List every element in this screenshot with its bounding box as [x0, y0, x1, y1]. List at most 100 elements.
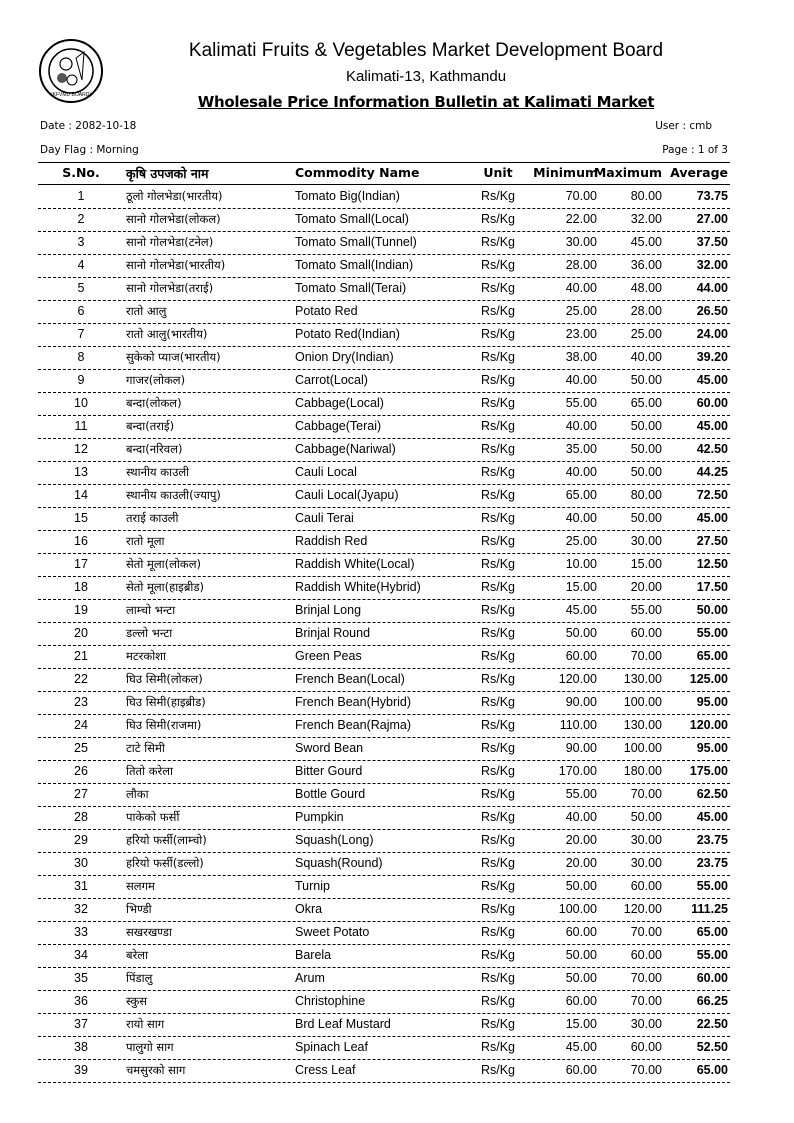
average-price: 44.25 [696, 465, 728, 479]
commodity-name: Potato Red [295, 304, 358, 318]
maximum-price: 120.00 [623, 902, 662, 916]
nepali-name: सानो गोलभेडा(भारतीय) [126, 258, 226, 272]
report-date: Date : 2082-10-18 [40, 120, 137, 132]
unit: Rs/Kg [480, 971, 516, 985]
average-price: 32.00 [696, 258, 728, 272]
table-row: 14 स्थानीय काउली(ज्यापु) Cauli Local(Jyapu… [38, 484, 730, 508]
table-row: 25 टाटे सिमी Sword Bean Rs/Kg 90.00 100.00 95.… [38, 737, 730, 761]
minimum-price: 60.00 [565, 925, 597, 939]
average-price: 120.00 [689, 718, 728, 732]
minimum-price: 110.00 [559, 718, 597, 732]
unit: Rs/Kg [480, 764, 516, 778]
table-row: 17 सेतो मूला(लोकल) Raddish White(Local) Rs/… [38, 553, 730, 577]
minimum-price: 100.00 [558, 902, 597, 916]
nepali-name: बन्दा(तराई) [126, 419, 175, 433]
average-price: 65.00 [696, 925, 728, 939]
unit: Rs/Kg [480, 1063, 516, 1077]
nepali-name: टाटे सिमी [126, 741, 165, 755]
nepali-name: पिंडालु [126, 971, 153, 985]
average-price: 60.00 [696, 971, 728, 985]
minimum-price: 40.00 [565, 810, 597, 824]
maximum-price: 48.00 [630, 281, 662, 295]
minimum-price: 10.00 [565, 557, 597, 571]
average-price: 27.50 [696, 534, 728, 548]
nepali-name: रातो मूला [126, 534, 165, 548]
average-price: 66.25 [696, 994, 728, 1008]
table-row: 9 गाजर(लोकल) Carrot(Local) Rs/Kg 40.00 50.00 4… [38, 369, 730, 393]
maximum-price: 20.00 [630, 580, 662, 594]
maximum-price: 100.00 [623, 741, 662, 755]
average-price: 22.50 [696, 1017, 728, 1031]
table-row: 30 हरियो फर्सी(डल्लो) Squash(Round) Rs/Kg 20… [38, 852, 730, 876]
serial-number: 15 [74, 511, 88, 525]
unit: Rs/Kg [480, 419, 516, 433]
serial-number: 6 [77, 304, 85, 318]
maximum-price: 70.00 [630, 971, 662, 985]
maximum-price: 100.00 [623, 695, 662, 709]
unit: Rs/Kg [480, 948, 516, 962]
average-price: 65.00 [696, 649, 728, 663]
commodity-name: Cauli Local [295, 465, 357, 479]
serial-number: 33 [74, 925, 88, 939]
nepali-name: तितो करेला [126, 764, 174, 778]
nepali-name: हरियो फर्सी(डल्लो) [126, 856, 204, 870]
maximum-price: 50.00 [630, 810, 662, 824]
commodity-name: Bitter Gourd [295, 764, 363, 778]
page-number: Page : 1 of 3 [662, 144, 728, 156]
nepali-name: रातो आलु(भारतीय) [126, 327, 208, 341]
unit: Rs/Kg [480, 925, 516, 939]
minimum-price: 120.00 [558, 672, 597, 686]
minimum-price: 35.00 [565, 442, 597, 456]
table-row: 8 सुकेको प्याज(भारतीय) Onion Dry(Indian) Rs… [38, 346, 730, 370]
table-row: 11 बन्दा(तराई) Cabbage(Terai) Rs/Kg 40.00 50.… [38, 415, 730, 439]
commodity-name: French Bean(Hybrid) [295, 695, 412, 709]
average-price: 55.00 [696, 879, 728, 893]
unit: Rs/Kg [480, 580, 516, 594]
commodity-name: Squash(Round) [295, 856, 383, 870]
serial-number: 27 [74, 787, 88, 801]
minimum-price: 90.00 [565, 741, 597, 755]
maximum-price: 30.00 [630, 856, 662, 870]
bulletin-title: Wholesale Price Information Bulletin at … [197, 93, 655, 111]
minimum-price: 23.00 [565, 327, 597, 341]
minimum-price: 15.00 [565, 580, 597, 594]
average-price: 175.00 [689, 764, 728, 778]
commodity-name: French Bean(Rajma) [295, 718, 412, 732]
serial-number: 26 [74, 764, 88, 778]
nepali-name: सुकेको प्याज(भारतीय) [126, 350, 221, 364]
serial-number: 12 [74, 442, 88, 456]
maximum-price: 32.00 [630, 212, 662, 226]
average-price: 50.00 [696, 603, 728, 617]
commodity-name: Potato Red(Indian) [295, 327, 400, 341]
minimum-price: 60.00 [565, 994, 597, 1008]
commodity-name: Christophine [295, 994, 366, 1008]
average-price: 55.00 [696, 948, 728, 962]
minimum-price: 60.00 [565, 1063, 597, 1077]
maximum-price: 30.00 [630, 1017, 662, 1031]
col-sno-header: S.No. [62, 165, 100, 180]
unit: Rs/Kg [480, 1017, 516, 1031]
commodity-name: Carrot(Local) [295, 373, 368, 387]
serial-number: 20 [74, 626, 88, 640]
minimum-price: 40.00 [565, 373, 597, 387]
table-row: 3 सानो गोलभेडा(टनेल) Tomato Small(Tunnel) R… [38, 231, 730, 255]
serial-number: 13 [74, 465, 88, 479]
nepali-name: लाम्चो भन्टा [126, 603, 176, 617]
serial-number: 5 [77, 281, 85, 295]
nepali-name: बन्दा(लोकल) [126, 396, 182, 410]
average-price: 26.50 [696, 304, 728, 318]
maximum-price: 130.00 [623, 672, 662, 686]
commodity-name: Brinjal Long [295, 603, 362, 617]
minimum-price: 45.00 [565, 603, 597, 617]
average-price: 17.50 [696, 580, 728, 594]
commodity-name: Brinjal Round [295, 626, 371, 640]
commodity-name: Cabbage(Local) [295, 396, 384, 410]
nepali-name: डल्लो भन्टा [126, 626, 173, 640]
commodity-name: Arum [295, 971, 325, 985]
serial-number: 23 [74, 695, 88, 709]
serial-number: 34 [74, 948, 88, 962]
maximum-price: 130.00 [623, 718, 662, 732]
table-row: 18 सेतो मूला(हाइब्रीड) Raddish White(Hybri… [38, 576, 730, 600]
average-price: 125.00 [689, 672, 728, 686]
nepali-name: रातो आलु [126, 304, 167, 318]
